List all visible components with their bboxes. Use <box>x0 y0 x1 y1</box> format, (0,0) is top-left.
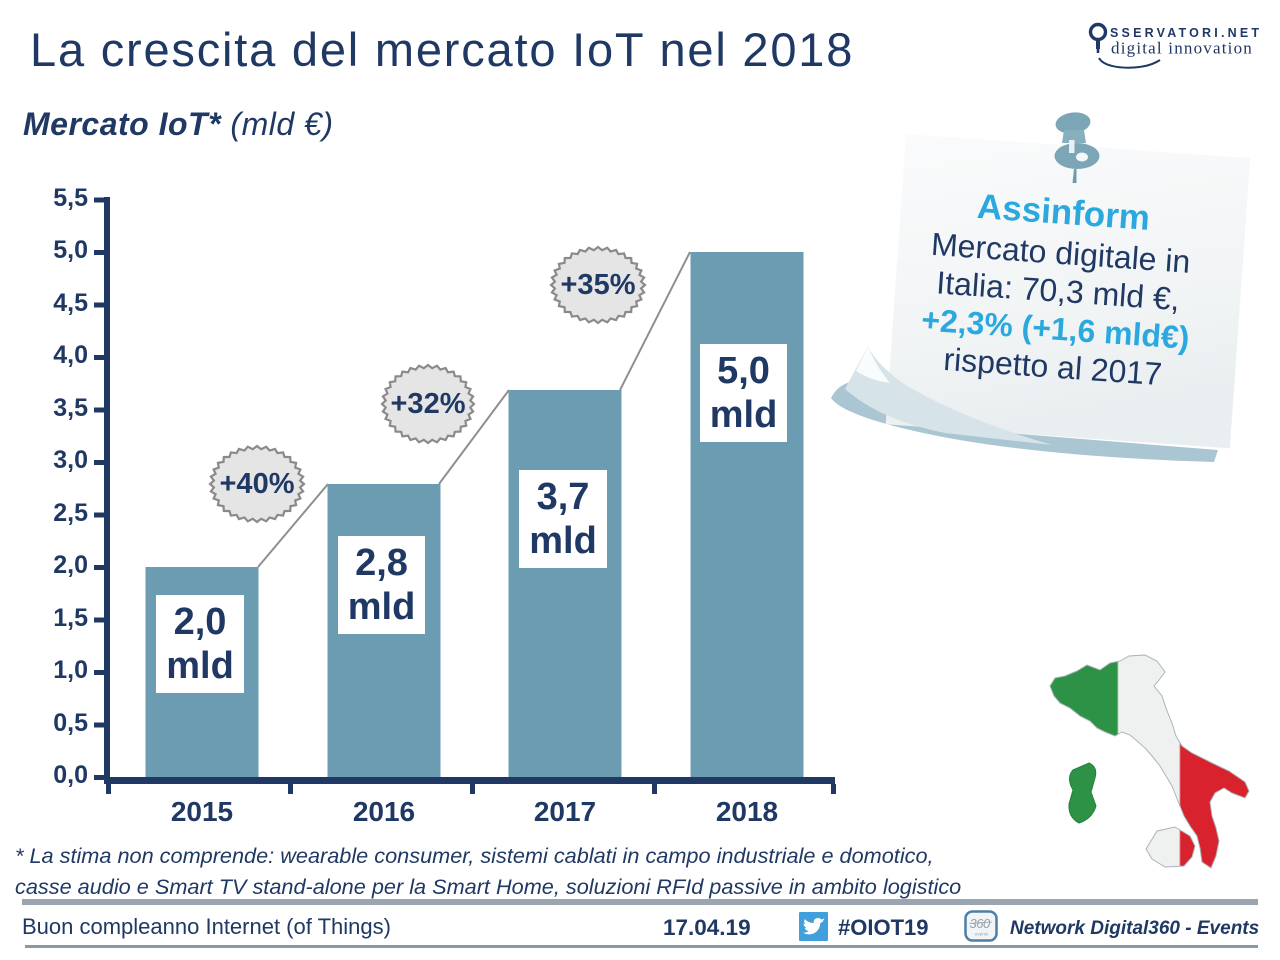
svg-text:SSERVATORI.NET: SSERVATORI.NET <box>1110 26 1262 40</box>
svg-text:360: 360 <box>970 916 991 931</box>
svg-text:events: events <box>975 932 989 937</box>
svg-text:digital innovation: digital innovation <box>1111 39 1253 58</box>
